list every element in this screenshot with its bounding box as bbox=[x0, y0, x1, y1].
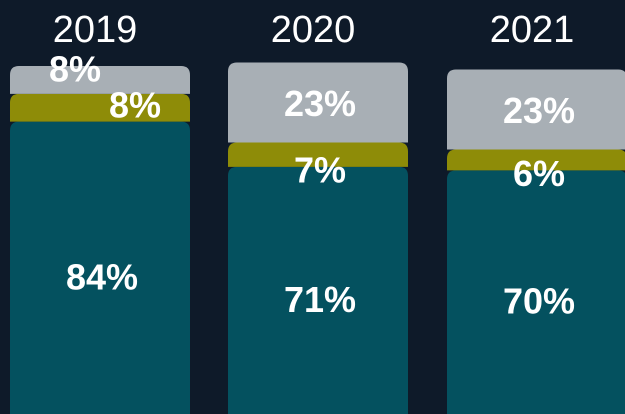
bar-segment bbox=[10, 66, 190, 94]
data-label: 8% bbox=[49, 48, 101, 89]
bar-segment bbox=[228, 142, 408, 167]
data-label: 7% bbox=[294, 149, 346, 190]
data-label: 84% bbox=[66, 256, 138, 297]
bar-segment bbox=[447, 149, 625, 171]
data-label: 23% bbox=[284, 83, 356, 124]
data-label: 23% bbox=[503, 90, 575, 131]
bar-segment bbox=[10, 93, 190, 122]
x-tick-label: 2019 bbox=[53, 9, 138, 51]
data-label: 71% bbox=[284, 279, 356, 320]
bar-segment bbox=[228, 62, 408, 143]
x-tick-label: 2020 bbox=[271, 9, 356, 51]
bar-segment bbox=[447, 170, 625, 414]
bar-segment bbox=[10, 121, 190, 414]
x-tick-label: 2021 bbox=[490, 9, 575, 51]
bar-segment bbox=[447, 69, 625, 150]
data-label: 6% bbox=[513, 153, 565, 194]
data-label: 70% bbox=[503, 281, 575, 322]
bar-segment bbox=[228, 166, 408, 414]
data-label: 8% bbox=[109, 84, 161, 125]
